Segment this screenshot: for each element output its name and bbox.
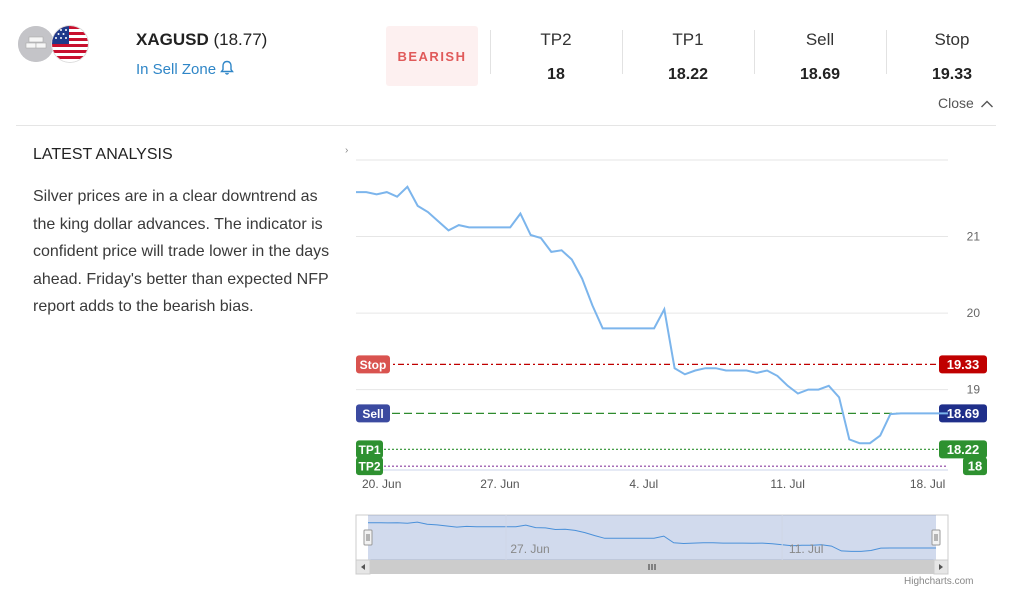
analysis-text: Silver prices are in a clear downtrend a… — [33, 188, 330, 316]
symbol: XAGUSD — [136, 30, 209, 49]
navigator-handle[interactable] — [363, 529, 373, 546]
bell-icon — [220, 60, 234, 75]
x-tick-label: 18. Jul — [910, 477, 945, 491]
level-label: Sell — [805, 30, 835, 49]
level-value-tag-stop — [939, 355, 987, 374]
header-divider — [16, 125, 996, 126]
level-tag-label: TP2 — [358, 460, 380, 474]
level-value-label: 18.22 — [947, 442, 980, 457]
level-label: Stop — [934, 30, 970, 49]
level-value: 18 — [547, 66, 565, 83]
chevron-right-icon[interactable]: › — [345, 145, 349, 156]
level-value-tag-sell — [939, 404, 987, 423]
level-value-label: 18 — [968, 459, 982, 474]
close-button[interactable]: Close — [938, 95, 994, 111]
chevron-up-icon — [980, 100, 993, 108]
arrow-right-icon — [939, 564, 943, 570]
level-tp2: TP2 18 — [496, 30, 616, 84]
instrument-title: XAGUSD (18.77) — [136, 30, 267, 50]
level-label: TP2 — [540, 30, 572, 49]
level-value-tag-tp1 — [939, 440, 987, 459]
level-tag-tp2 — [356, 457, 383, 476]
x-tick-label: 4. Jul — [629, 477, 658, 491]
x-tick-label: 20. Jun — [362, 477, 401, 491]
navigator-series — [368, 521, 936, 552]
bias-badge: BEARISH — [386, 26, 478, 86]
divider — [754, 30, 755, 74]
level-tag-tp1 — [356, 440, 383, 459]
level-sell: Sell 18.69 — [760, 30, 880, 84]
navigator-range — [368, 515, 936, 560]
level-value: 18.22 — [667, 66, 709, 83]
level-label: TP1 — [672, 30, 704, 49]
level-stop: Stop 19.33 — [892, 30, 1012, 84]
level-value-tag-tp2 — [963, 457, 987, 476]
price-series-line — [356, 185, 948, 445]
level-value: 18.69 — [799, 66, 841, 83]
zone-status[interactable]: In Sell Zone — [136, 60, 234, 78]
y-tick-label: 20 — [967, 306, 981, 320]
navigator-label: 27. Jun — [510, 542, 549, 556]
x-tick-label: 27. Jun — [480, 477, 519, 491]
divider — [886, 30, 887, 74]
zone-label: In Sell Zone — [136, 61, 217, 78]
y-tick-label: 21 — [967, 230, 981, 244]
level-value-label: 19.33 — [947, 357, 980, 372]
navigator-area — [355, 514, 949, 561]
y-tick-label: 19 — [967, 383, 981, 397]
level-tag-stop — [356, 355, 390, 374]
price-chart: 21 20 19 20. Jun 27. Jun 4. Jul 11. Jul 18. Jul… — [355, 159, 987, 575]
level-value-label: 18.69 — [947, 406, 980, 421]
divider — [490, 30, 491, 74]
navigator-label: 11. Jul — [789, 542, 823, 556]
level-value: 19.33 — [931, 66, 973, 83]
x-tick-label: 11. Jul — [770, 477, 804, 491]
level-tag-label: Sell — [362, 407, 383, 421]
highcharts-credit[interactable]: Highcharts.com — [904, 576, 974, 587]
silver-flag-icon — [18, 26, 54, 62]
divider — [622, 30, 623, 74]
level-tag-label: TP1 — [358, 443, 380, 457]
navigator-handle[interactable] — [931, 529, 941, 546]
us-flag-icon — [52, 26, 88, 62]
arrow-left-icon — [361, 564, 365, 570]
level-tp1: TP1 18.22 — [628, 30, 748, 84]
current-price: (18.77) — [213, 30, 268, 49]
close-label: Close — [938, 95, 974, 111]
analysis-title: LATEST ANALYSIS — [33, 146, 173, 163]
level-tag-label: Stop — [360, 358, 387, 372]
level-tag-sell — [356, 404, 390, 423]
